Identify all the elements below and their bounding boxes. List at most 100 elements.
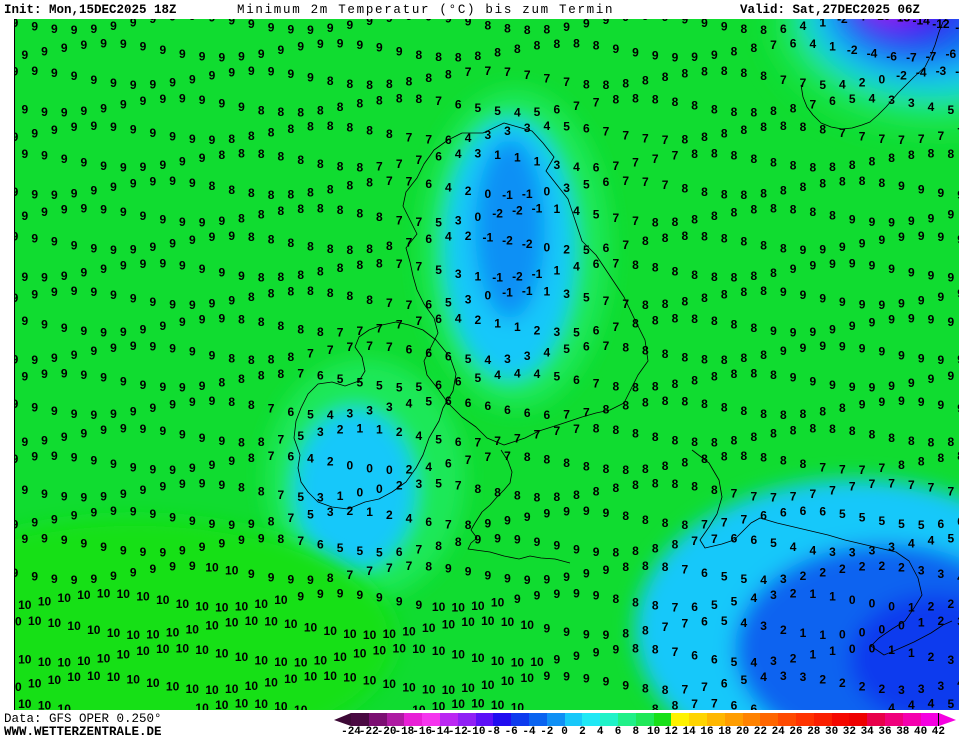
- svg-text:5: 5: [583, 290, 590, 304]
- svg-text:1: 1: [553, 202, 560, 216]
- svg-text:6: 6: [800, 504, 807, 518]
- svg-text:8: 8: [819, 177, 826, 191]
- svg-text:8: 8: [435, 539, 442, 553]
- svg-text:9: 9: [61, 367, 68, 381]
- svg-text:7: 7: [642, 131, 649, 145]
- svg-text:8: 8: [760, 348, 767, 362]
- svg-text:8: 8: [928, 147, 935, 161]
- svg-text:10: 10: [58, 702, 72, 710]
- svg-text:8: 8: [613, 481, 620, 495]
- svg-text:7: 7: [297, 367, 304, 381]
- svg-text:2: 2: [396, 425, 403, 439]
- svg-text:8: 8: [553, 37, 560, 51]
- svg-text:7: 7: [396, 318, 403, 332]
- svg-text:-10: -10: [873, 19, 891, 23]
- svg-text:9: 9: [100, 262, 107, 276]
- svg-text:8: 8: [347, 77, 354, 91]
- svg-text:8: 8: [337, 100, 344, 114]
- svg-text:8: 8: [376, 210, 383, 224]
- svg-text:9: 9: [524, 510, 531, 524]
- svg-text:9: 9: [120, 543, 127, 557]
- svg-text:-1: -1: [532, 202, 543, 216]
- svg-text:8: 8: [750, 269, 757, 283]
- svg-text:9: 9: [307, 573, 314, 587]
- svg-text:0: 0: [484, 289, 491, 303]
- svg-text:2: 2: [465, 229, 472, 243]
- svg-text:8: 8: [632, 381, 639, 395]
- svg-text:10: 10: [353, 646, 367, 660]
- svg-text:8: 8: [711, 370, 718, 384]
- svg-text:9: 9: [563, 570, 570, 584]
- svg-text:10: 10: [87, 669, 101, 683]
- svg-text:6: 6: [445, 133, 452, 147]
- svg-text:8: 8: [681, 351, 688, 365]
- svg-text:9: 9: [21, 209, 28, 223]
- svg-text:9: 9: [691, 50, 698, 64]
- svg-text:8: 8: [494, 46, 501, 60]
- svg-text:9: 9: [238, 533, 245, 547]
- svg-text:10: 10: [156, 593, 170, 607]
- svg-text:5: 5: [475, 101, 482, 115]
- svg-text:5: 5: [711, 598, 718, 612]
- svg-text:6: 6: [573, 373, 580, 387]
- svg-text:9: 9: [41, 44, 48, 58]
- svg-text:9: 9: [140, 545, 147, 559]
- svg-text:9: 9: [583, 567, 590, 581]
- svg-text:9: 9: [71, 509, 78, 523]
- svg-text:4: 4: [760, 573, 767, 587]
- svg-text:4: 4: [445, 230, 452, 244]
- svg-text:9: 9: [81, 491, 88, 505]
- svg-text:9: 9: [218, 214, 225, 228]
- svg-text:9: 9: [100, 423, 107, 437]
- svg-text:9: 9: [61, 203, 68, 217]
- svg-text:9: 9: [553, 587, 560, 601]
- svg-text:8: 8: [632, 426, 639, 440]
- svg-text:8: 8: [701, 130, 708, 144]
- svg-text:8: 8: [780, 241, 787, 255]
- svg-text:9: 9: [21, 532, 28, 546]
- svg-text:3: 3: [465, 292, 472, 306]
- svg-text:8: 8: [307, 284, 314, 298]
- svg-text:6: 6: [455, 375, 462, 389]
- svg-text:8: 8: [652, 380, 659, 394]
- svg-text:9: 9: [445, 561, 452, 575]
- svg-text:8: 8: [327, 286, 334, 300]
- svg-text:7: 7: [563, 75, 570, 89]
- svg-text:8: 8: [741, 285, 748, 299]
- svg-text:9: 9: [790, 371, 797, 385]
- svg-text:9: 9: [396, 44, 403, 58]
- svg-text:9: 9: [888, 313, 895, 327]
- svg-text:8: 8: [721, 450, 728, 464]
- svg-text:9: 9: [51, 512, 58, 526]
- svg-text:9: 9: [71, 348, 78, 362]
- svg-text:9: 9: [307, 23, 314, 37]
- svg-text:8: 8: [800, 180, 807, 194]
- svg-text:9: 9: [159, 319, 166, 333]
- svg-text:9: 9: [878, 395, 885, 409]
- svg-text:9: 9: [179, 477, 186, 491]
- svg-text:8: 8: [248, 129, 255, 143]
- svg-text:9: 9: [613, 643, 620, 657]
- svg-text:8: 8: [622, 509, 629, 523]
- svg-text:9: 9: [81, 426, 88, 440]
- svg-text:2: 2: [928, 600, 935, 614]
- svg-text:8: 8: [711, 102, 718, 116]
- svg-text:5: 5: [898, 517, 905, 531]
- svg-text:8: 8: [829, 422, 836, 436]
- svg-text:9: 9: [179, 380, 186, 394]
- svg-text:9: 9: [849, 257, 856, 271]
- svg-text:10: 10: [67, 619, 81, 633]
- svg-text:0: 0: [356, 486, 363, 500]
- svg-text:9: 9: [120, 205, 127, 219]
- svg-text:8: 8: [228, 183, 235, 197]
- svg-text:7: 7: [691, 534, 698, 548]
- svg-text:9: 9: [100, 37, 107, 51]
- svg-text:8: 8: [563, 456, 570, 470]
- svg-text:7: 7: [278, 488, 285, 502]
- svg-text:5: 5: [741, 572, 748, 586]
- svg-text:8: 8: [652, 92, 659, 106]
- svg-text:8: 8: [337, 261, 344, 275]
- svg-text:9: 9: [209, 230, 216, 244]
- svg-text:7: 7: [691, 697, 698, 710]
- svg-text:5: 5: [435, 215, 442, 229]
